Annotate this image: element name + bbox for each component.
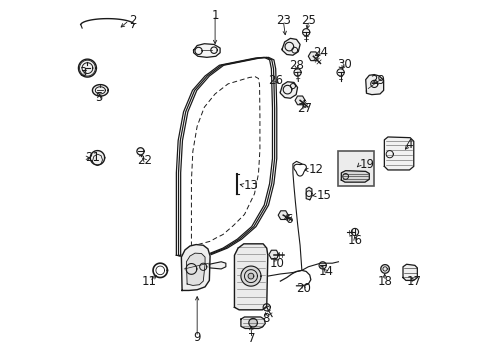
Text: 3: 3 bbox=[79, 66, 86, 79]
Text: 27: 27 bbox=[297, 103, 312, 116]
Text: 28: 28 bbox=[288, 59, 304, 72]
Text: 13: 13 bbox=[244, 179, 258, 192]
Bar bbox=[338, 151, 373, 186]
Polygon shape bbox=[402, 264, 416, 280]
Polygon shape bbox=[90, 150, 104, 165]
Polygon shape bbox=[380, 265, 388, 273]
Polygon shape bbox=[319, 262, 325, 269]
Polygon shape bbox=[248, 319, 257, 327]
Polygon shape bbox=[268, 250, 278, 259]
Text: 4: 4 bbox=[405, 138, 412, 150]
Text: 11: 11 bbox=[142, 275, 157, 288]
Polygon shape bbox=[263, 304, 270, 311]
Polygon shape bbox=[351, 228, 358, 235]
Polygon shape bbox=[137, 148, 144, 155]
Text: 26: 26 bbox=[268, 74, 283, 87]
Polygon shape bbox=[365, 75, 383, 95]
Text: 7: 7 bbox=[247, 332, 255, 345]
Polygon shape bbox=[234, 244, 267, 310]
Polygon shape bbox=[92, 85, 108, 96]
Text: 21: 21 bbox=[85, 151, 100, 164]
Polygon shape bbox=[308, 52, 318, 60]
Polygon shape bbox=[293, 69, 301, 76]
Text: 25: 25 bbox=[301, 14, 316, 27]
Text: 9: 9 bbox=[193, 330, 201, 343]
Polygon shape bbox=[78, 59, 96, 77]
Text: 24: 24 bbox=[312, 46, 327, 59]
Text: 18: 18 bbox=[377, 275, 392, 288]
Text: 19: 19 bbox=[359, 158, 373, 171]
Polygon shape bbox=[278, 211, 287, 220]
Polygon shape bbox=[241, 266, 261, 286]
Polygon shape bbox=[280, 82, 297, 98]
Text: 14: 14 bbox=[318, 265, 333, 278]
Text: 6: 6 bbox=[285, 213, 292, 226]
Text: 20: 20 bbox=[296, 282, 310, 295]
Text: 15: 15 bbox=[316, 189, 330, 202]
Text: 16: 16 bbox=[347, 234, 363, 247]
Polygon shape bbox=[193, 44, 220, 57]
Polygon shape bbox=[241, 317, 265, 328]
Text: 17: 17 bbox=[406, 275, 420, 288]
Text: 30: 30 bbox=[336, 58, 351, 71]
Text: 5: 5 bbox=[95, 91, 103, 104]
Polygon shape bbox=[302, 29, 309, 36]
Text: 29: 29 bbox=[369, 74, 384, 87]
Polygon shape bbox=[294, 96, 305, 105]
Polygon shape bbox=[336, 69, 344, 76]
Text: 23: 23 bbox=[275, 14, 290, 27]
Polygon shape bbox=[247, 273, 253, 279]
Text: 1: 1 bbox=[211, 9, 219, 22]
Polygon shape bbox=[186, 253, 204, 285]
Polygon shape bbox=[181, 244, 210, 291]
Polygon shape bbox=[209, 262, 225, 269]
Text: 10: 10 bbox=[269, 257, 285, 270]
Polygon shape bbox=[282, 39, 300, 55]
Polygon shape bbox=[341, 171, 368, 182]
Text: 22: 22 bbox=[137, 154, 152, 167]
Polygon shape bbox=[384, 137, 413, 170]
Text: 2: 2 bbox=[129, 14, 136, 27]
Text: 12: 12 bbox=[308, 163, 324, 176]
Text: 8: 8 bbox=[262, 311, 269, 325]
Polygon shape bbox=[305, 187, 311, 200]
